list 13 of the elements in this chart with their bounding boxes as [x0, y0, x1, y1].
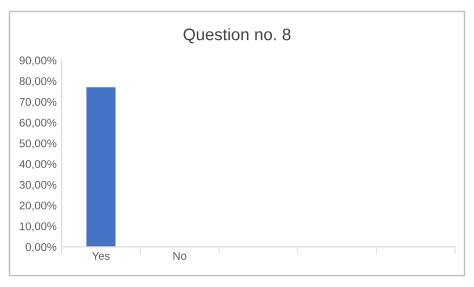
y-tick-label: 20,00%	[20, 202, 56, 211]
y-tick-label: 30,00%	[20, 180, 56, 190]
y-tick-label: 80,00%	[20, 77, 56, 86]
x-tick-label: No	[173, 252, 186, 260]
y-tick-label: 60,00%	[20, 118, 56, 128]
y-tick-label: 10,00%	[20, 222, 56, 232]
y-tick-label: 50,00%	[20, 139, 56, 149]
y-tick-label: 0,00%	[26, 243, 56, 252]
x-tick-label: Yes	[92, 252, 110, 260]
chart-title: Question no. 8	[184, 28, 290, 44]
y-tick-label: 90,00%	[20, 56, 56, 66]
y-tick-label: 40,00%	[19, 160, 56, 170]
y-tick-label: 70,00%	[20, 98, 56, 108]
